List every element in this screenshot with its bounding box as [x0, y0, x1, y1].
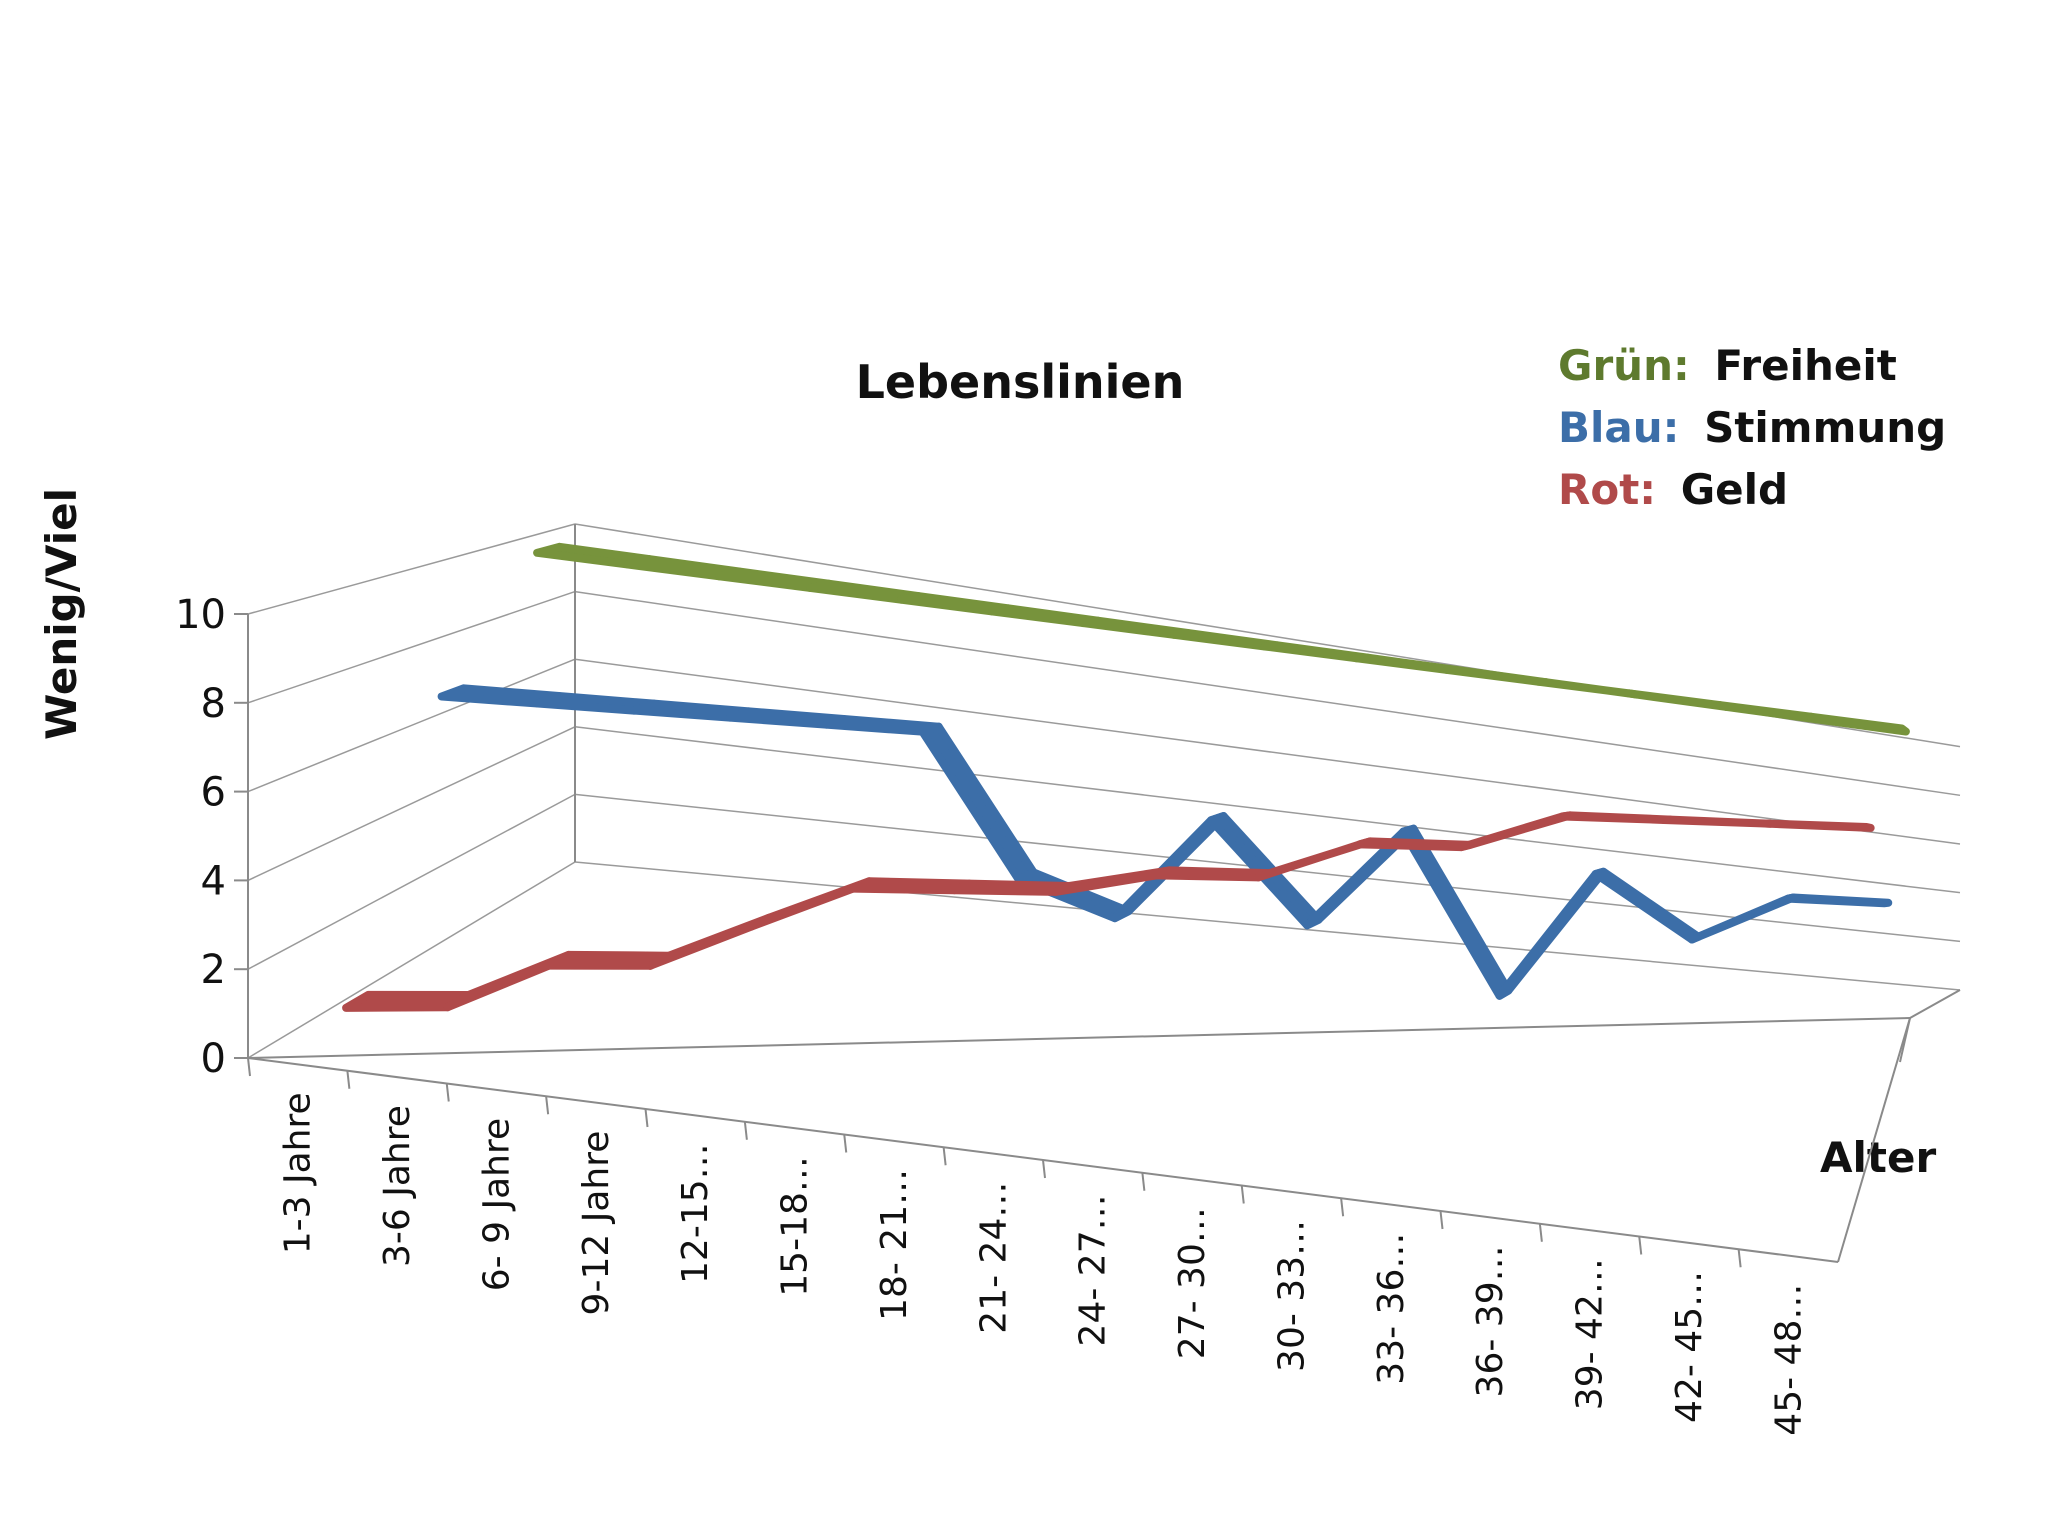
- xtick-label: 21- 24…: [973, 1182, 1014, 1334]
- front-right-post: [1837, 1017, 1911, 1263]
- series-rot: [342, 811, 1875, 1012]
- gridline-side-6: [247, 658, 576, 793]
- segment-gruen: [1260, 641, 1372, 663]
- xtick-mark: [1042, 1159, 1046, 1179]
- segment-rot: [1153, 866, 1274, 882]
- gridline-side-4: [247, 726, 576, 882]
- legend-item-rot: Rot: Geld: [1558, 465, 1788, 514]
- xtick-mark: [644, 1108, 649, 1128]
- segment-gruen: [1533, 677, 1641, 699]
- xtick-mark: [545, 1096, 550, 1115]
- xtick-mark: [1240, 1185, 1245, 1204]
- legend-prefix-gruen: Grün:: [1558, 341, 1690, 390]
- segment-blau: [918, 722, 1038, 884]
- xtick-mark: [1638, 1236, 1643, 1255]
- xtick-label: 27- 30…: [1172, 1207, 1213, 1359]
- gridline-side-0: [247, 861, 576, 1059]
- legend-label-rot: Geld: [1681, 465, 1788, 514]
- segment-rot: [1254, 837, 1374, 882]
- xtick-label: 18- 21…: [874, 1169, 915, 1321]
- legend-item-blau: Blau: Stimmung: [1558, 403, 1946, 452]
- xtick-mark: [1141, 1172, 1146, 1191]
- segment-blau: [1591, 867, 1703, 944]
- series-gruen: [533, 542, 1910, 736]
- segment-blau: [1783, 893, 1893, 908]
- xtick-mark: [247, 1057, 251, 1077]
- xtick-mark: [1340, 1198, 1345, 1217]
- xtick-mark: [1737, 1249, 1742, 1268]
- segment-gruen: [1624, 689, 1731, 711]
- gridline-side-10: [247, 523, 576, 615]
- xtick-label: 24- 27…: [1073, 1194, 1114, 1346]
- xtick-label: 39- 42…: [1570, 1258, 1611, 1410]
- xtick-mark: [445, 1083, 450, 1102]
- xtick-mark: [843, 1134, 848, 1153]
- segment-gruen: [1806, 712, 1910, 736]
- y-ticks: 0 2 4 6 8 10: [175, 592, 226, 1082]
- xtick-label: 9-12 Jahre: [576, 1131, 617, 1316]
- gridline-back-6: [574, 658, 1961, 845]
- legend: Grün: Freiheit Blau: Stimmung Rot: Geld: [1558, 341, 1946, 514]
- segment-rot: [1659, 815, 1775, 828]
- xtick-label: 15-18…: [775, 1156, 816, 1297]
- xtick-label: 3-6 Jahre: [377, 1105, 418, 1267]
- ytick-label: 4: [201, 858, 226, 904]
- xtick-label: 30- 33…: [1271, 1220, 1312, 1372]
- gridline-side-2: [247, 793, 576, 970]
- y-axis-label: Wenig/Viel: [37, 488, 86, 740]
- segment-rot: [1761, 819, 1875, 832]
- xtick-label: 12-15…: [675, 1143, 716, 1284]
- segment-rot: [1558, 811, 1675, 824]
- ytick-label: 2: [201, 947, 226, 993]
- gridline-back-4: [574, 726, 1961, 894]
- gridline-back-0: [574, 861, 1961, 991]
- legend-label-gruen: Freiheit: [1714, 341, 1896, 390]
- series-blau: [437, 684, 1893, 1000]
- segment-gruen: [1442, 665, 1551, 687]
- floor-right-edge: [1909, 989, 1961, 1019]
- ytick-label: 6: [201, 770, 226, 816]
- xtick-label: 45- 48…: [1768, 1284, 1809, 1436]
- x-ticks: 1-3 Jahre 3-6 Jahre 6- 9 Jahre 9-12 Jahre 12…: [247, 1057, 1809, 1436]
- xtick-mark: [942, 1147, 947, 1166]
- ytick-label: 10: [175, 592, 226, 638]
- xtick-label: 42- 45…: [1669, 1271, 1710, 1423]
- legend-prefix-rot: Rot:: [1558, 465, 1656, 514]
- legend-prefix-blau: Blau:: [1558, 403, 1679, 452]
- legend-label-blau: Stimmung: [1704, 403, 1946, 452]
- series: [342, 542, 1910, 1012]
- xtick-mark: [1538, 1223, 1543, 1242]
- ytick-label: 0: [201, 1036, 226, 1082]
- segment-rot: [1457, 811, 1575, 852]
- ytick-label: 8: [201, 681, 226, 727]
- segment-blau: [1495, 867, 1608, 1000]
- x-axis-label: Alter: [1820, 1133, 1936, 1182]
- floor-front-edge: [247, 1017, 1911, 1059]
- segment-blau: [1687, 893, 1798, 944]
- gridline-side-8: [247, 590, 576, 704]
- segment-rot: [1355, 837, 1475, 852]
- xtick-label: 6- 9 Jahre: [476, 1118, 517, 1291]
- gridline-back-8: [574, 590, 1961, 797]
- chart-title: Lebenslinien: [856, 355, 1185, 409]
- segment-blau: [1399, 824, 1513, 1000]
- xtick-label: 1-3 Jahre: [278, 1092, 319, 1254]
- legend-item-gruen: Grün: Freiheit: [1558, 341, 1897, 390]
- xtick-mark: [743, 1121, 748, 1140]
- xtick-mark: [1439, 1210, 1444, 1230]
- xtick-mark: [346, 1070, 351, 1089]
- xtick-label: 33- 36…: [1371, 1233, 1412, 1385]
- segment-gruen: [1715, 701, 1821, 724]
- xtick-label: 36- 39…: [1470, 1245, 1511, 1397]
